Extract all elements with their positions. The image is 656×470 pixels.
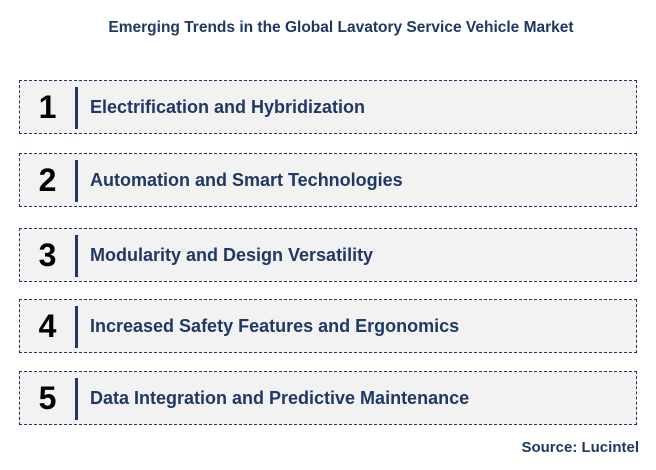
- trend-divider: [75, 235, 78, 277]
- trend-label: Electrification and Hybridization: [90, 96, 366, 117]
- trend-item-1: 1 Electrification and Hybridization: [19, 80, 637, 134]
- trend-label: Automation and Smart Technologies: [90, 169, 403, 190]
- trend-number: 3: [38, 236, 57, 273]
- trend-number: 4: [38, 307, 57, 344]
- trend-item-2: 2 Automation and Smart Technologies: [19, 153, 637, 207]
- trend-number: 1: [38, 88, 57, 125]
- trend-item-4: 4 Increased Safety Features and Ergonomi…: [19, 299, 637, 353]
- trend-number: 2: [38, 161, 57, 198]
- trend-item-3: 3 Modularity and Design Versatility: [19, 228, 637, 282]
- trend-divider: [75, 306, 78, 348]
- page-title: Emerging Trends in the Global Lavatory S…: [108, 19, 574, 36]
- trend-divider: [75, 160, 78, 202]
- trend-divider: [75, 87, 78, 129]
- trend-label: Data Integration and Predictive Maintena…: [90, 387, 470, 408]
- trend-label: Increased Safety Features and Ergonomics: [90, 315, 460, 336]
- source-credit: Source: Lucintel: [521, 439, 639, 456]
- trend-divider: [75, 378, 78, 420]
- trend-label: Modularity and Design Versatility: [90, 244, 374, 265]
- trend-item-5: 5 Data Integration and Predictive Mainte…: [19, 371, 637, 425]
- trend-number: 5: [38, 379, 57, 416]
